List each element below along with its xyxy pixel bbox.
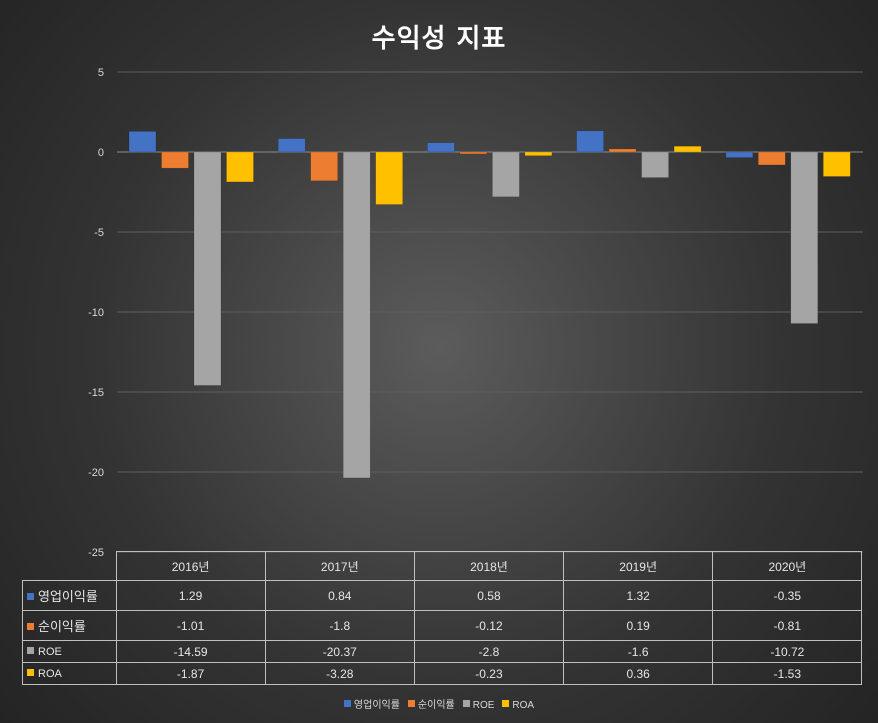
- legend-item: 순이익률: [407, 696, 455, 711]
- bar-영업이익률-2017년: [277, 138, 306, 153]
- legend-swatch: [407, 700, 415, 707]
- table-cell: -1.87: [115, 662, 266, 685]
- bar-영업이익률-2018년: [427, 142, 455, 153]
- bar-순이익률-2019년: [608, 148, 637, 153]
- bar-ROE-2018년: [492, 151, 520, 198]
- table-header-cell: 2019년: [563, 551, 714, 581]
- y-tick-label: -15: [88, 387, 104, 399]
- table-cell: -0.12: [413, 610, 565, 641]
- table-cell: -0.35: [712, 580, 863, 611]
- bar-ROA-2017년: [375, 151, 403, 205]
- table-cell: 1.29: [115, 580, 266, 611]
- table-header-cell: 2018년: [413, 551, 565, 581]
- bar-영업이익률-2020년: [725, 151, 754, 158]
- table-header-cell: 2016년: [115, 551, 266, 581]
- table-cell: -20.37: [264, 640, 415, 663]
- table-cell: 0.36: [563, 662, 714, 685]
- bar-순이익률-2017년: [310, 151, 338, 182]
- bar-ROA-2016년: [226, 151, 254, 183]
- table-row: 영업이익률 1.29 0.84 0.58 1.32 -0.35: [22, 580, 863, 611]
- table-row-label: 순이익률: [22, 610, 117, 641]
- table-header-cell: 2020년: [712, 551, 863, 581]
- chart-title: 수익성 지표: [371, 24, 507, 54]
- bar-순이익률-2016년: [161, 151, 189, 169]
- table-row-label: ROE: [22, 640, 117, 663]
- table-row: ROA -1.87 -3.28 -0.23 0.36 -1.53: [22, 662, 863, 685]
- legend-item: ROA: [502, 700, 534, 711]
- table-header-row: 2016년 2017년 2018년 2019년 2020년: [22, 551, 863, 581]
- legend-swatch: [27, 646, 34, 654]
- y-tick-label: -20: [88, 467, 104, 479]
- table-cell: -2.8: [413, 640, 565, 663]
- legend-swatch: [343, 700, 351, 707]
- table-cell: -0.23: [413, 662, 565, 685]
- legend-swatch: [502, 700, 510, 707]
- bar-영업이익률-2016년: [128, 131, 157, 153]
- table-row: ROE -14.59 -20.37 -2.8 -1.6 -10.72: [22, 640, 863, 663]
- table-cell: -1.53: [712, 662, 863, 685]
- bar-영업이익률-2019년: [576, 130, 604, 153]
- bar-ROE-2017년: [342, 151, 371, 479]
- table-header-cell: 2017년: [264, 551, 415, 581]
- legend-swatch: [27, 668, 34, 676]
- legend: 영업이익률 순이익률 ROE ROA: [0, 696, 878, 711]
- bar-ROE-2016년: [193, 151, 222, 386]
- table-row-label: ROA: [22, 662, 117, 685]
- table-cell: -10.72: [712, 640, 863, 663]
- bar-ROE-2020년: [790, 151, 819, 324]
- legend-swatch: [27, 593, 34, 600]
- legend-swatch: [462, 700, 470, 707]
- legend-swatch: [27, 623, 34, 630]
- legend-item: 영업이익률: [343, 696, 400, 711]
- table-corner: [22, 551, 117, 581]
- bar-ROA-2020년: [823, 151, 851, 177]
- bar-ROE-2019년: [641, 151, 669, 178]
- y-tick-label: -10: [88, 307, 104, 319]
- bar-순이익률-2020년: [758, 151, 786, 166]
- y-tick-label: 0: [98, 147, 104, 159]
- data-table: 2016년 2017년 2018년 2019년 2020년 영업이익률 1.29 0.84 0…: [22, 551, 863, 685]
- bar-ROA-2019년: [673, 145, 702, 153]
- table-cell: -14.59: [115, 640, 266, 663]
- table-cell: -1.8: [264, 610, 415, 641]
- table-cell: -1.01: [115, 610, 266, 641]
- table-cell: 1.32: [563, 580, 714, 611]
- table-cell: -3.28: [264, 662, 415, 685]
- table-cell: -0.81: [712, 610, 863, 641]
- y-tick-label: -5: [94, 227, 104, 239]
- y-tick-label: 5: [98, 67, 104, 79]
- table-cell: -1.6: [563, 640, 714, 663]
- table-cell: 0.84: [264, 580, 415, 611]
- table-row-label: 영업이익률: [22, 580, 117, 611]
- table-cell: 0.58: [413, 580, 565, 611]
- legend-item: ROE: [462, 700, 494, 711]
- table-cell: 0.19: [563, 610, 714, 641]
- bar-순이익률-2018년: [459, 151, 488, 155]
- table-row: 순이익률 -1.01 -1.8 -0.12 0.19 -0.81: [22, 610, 863, 641]
- bar-ROA-2018년: [524, 151, 553, 156]
